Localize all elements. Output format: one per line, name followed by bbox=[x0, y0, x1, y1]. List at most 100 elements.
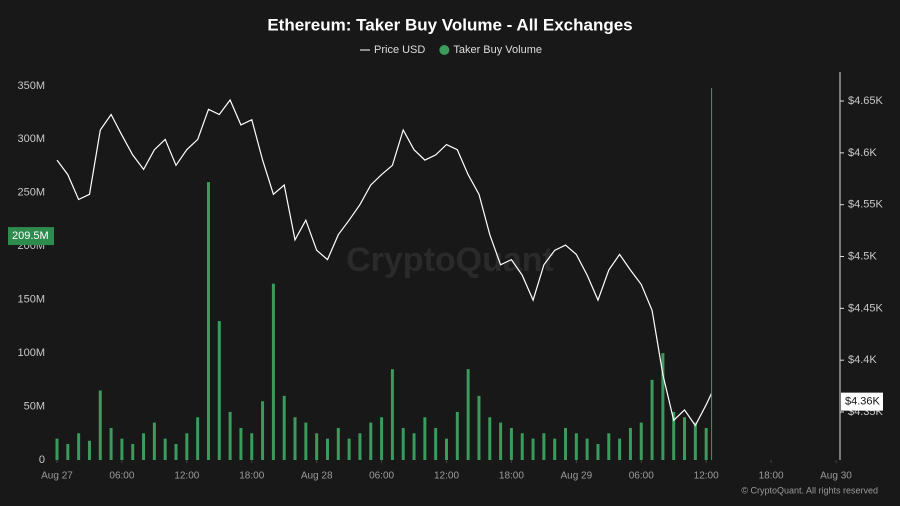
volume-bar bbox=[282, 395, 286, 460]
y-tick-label: 300M bbox=[17, 133, 45, 145]
y-tick-label: 100M bbox=[17, 347, 45, 359]
volume-bar bbox=[596, 443, 600, 460]
x-tick-label: 18:00 bbox=[499, 471, 524, 482]
volume-bar bbox=[704, 427, 708, 460]
x-tick-label: 06:00 bbox=[369, 471, 394, 482]
volume-bar bbox=[672, 411, 676, 460]
volume-bar bbox=[390, 369, 394, 460]
volume-bar bbox=[109, 427, 113, 460]
y2-tick-label: $4.4K bbox=[848, 354, 877, 366]
volume-bar bbox=[217, 321, 221, 460]
volume-bar bbox=[120, 438, 124, 460]
x-tick-label: 18:00 bbox=[239, 471, 264, 482]
y-tick-label: 250M bbox=[17, 187, 45, 199]
footer: © CryptoQuant. All rights reserved bbox=[741, 485, 878, 495]
volume-bar bbox=[185, 433, 189, 460]
volume-bar bbox=[55, 438, 59, 460]
volume-bar bbox=[271, 283, 275, 460]
legend-label: Price USD bbox=[374, 44, 425, 56]
y-tick-label: 50M bbox=[24, 400, 45, 412]
volume-bar bbox=[445, 438, 448, 460]
volume-bar bbox=[98, 390, 102, 460]
volume-bar bbox=[380, 417, 384, 460]
volume-bar bbox=[66, 443, 70, 460]
x-tick-label: 06:00 bbox=[629, 471, 654, 482]
volume-bar bbox=[585, 438, 589, 460]
volume-bar bbox=[142, 433, 146, 460]
price-marker-label: $4.36K bbox=[845, 396, 881, 408]
volume-bar bbox=[325, 438, 329, 460]
x-tick-label: Aug 30 bbox=[820, 471, 852, 482]
volume-bar bbox=[239, 427, 243, 460]
price-line bbox=[56, 98, 713, 427]
volume-bar bbox=[574, 433, 578, 460]
volume-bar bbox=[553, 438, 557, 460]
price-marker-tag bbox=[841, 392, 883, 411]
legend-label: Taker Buy Volume bbox=[453, 44, 542, 56]
volume-bar bbox=[77, 433, 81, 460]
volume-marker-tag bbox=[8, 227, 54, 246]
volume-bar bbox=[683, 417, 687, 460]
volume-bar bbox=[564, 427, 568, 460]
volume-bar bbox=[412, 433, 416, 460]
volume-bar bbox=[531, 438, 535, 460]
y-tick-label: 0 bbox=[39, 454, 45, 466]
volume-bar bbox=[347, 438, 351, 460]
y2-tick-label: $4.6K bbox=[848, 147, 877, 159]
volume-bar bbox=[466, 369, 470, 460]
volume-bar bbox=[639, 422, 643, 460]
x-tick-label: Aug 29 bbox=[560, 471, 592, 482]
volume-bar bbox=[358, 433, 362, 460]
volume-bar bbox=[607, 433, 611, 460]
volume-marker-label: 209.5M bbox=[12, 230, 49, 242]
x-tick-label: 12:00 bbox=[694, 471, 719, 482]
volume-bar bbox=[293, 417, 297, 460]
volume-bar bbox=[499, 422, 503, 460]
volume-bar bbox=[250, 433, 254, 460]
x-tick-label: 12:00 bbox=[174, 471, 199, 482]
y2-tick-label: $4.55K bbox=[848, 199, 884, 211]
volume-bar bbox=[423, 417, 427, 460]
volume-bar bbox=[196, 417, 200, 460]
y-tick-label: 350M bbox=[17, 80, 45, 92]
x-tick-label: 12:00 bbox=[434, 471, 459, 482]
x-tick-label: Aug 28 bbox=[301, 471, 333, 482]
chart-title: Ethereum: Taker Buy Volume - All Exchang… bbox=[267, 15, 632, 34]
y-tick-label: 150M bbox=[17, 294, 45, 306]
volume-bar bbox=[650, 379, 654, 460]
x-tick-label: Aug 27 bbox=[41, 471, 73, 482]
x-tick-label: 06:00 bbox=[109, 471, 134, 482]
volume-bar bbox=[520, 433, 524, 460]
volume-bar bbox=[228, 411, 232, 460]
y2-tick-label: $4.5K bbox=[848, 250, 877, 262]
x-tick-label: 18:00 bbox=[759, 471, 784, 482]
y2-tick-label: $4.45K bbox=[848, 302, 884, 314]
volume-bar bbox=[477, 395, 481, 460]
volume-bar bbox=[174, 443, 178, 460]
watermark: CryptoQuant bbox=[346, 241, 554, 279]
volume-bar bbox=[693, 422, 697, 460]
volume-bar bbox=[509, 427, 513, 460]
volume-bar bbox=[87, 440, 91, 460]
volume-bar bbox=[661, 353, 665, 460]
legend-symbol bbox=[439, 45, 450, 55]
y2-tick-label: $4.65K bbox=[848, 95, 884, 107]
volume-bar bbox=[542, 433, 546, 460]
volume-bar bbox=[455, 411, 459, 460]
volume-bar bbox=[163, 438, 167, 460]
volume-bar bbox=[369, 422, 373, 460]
volume-bar bbox=[336, 427, 340, 460]
volume-bar bbox=[304, 422, 308, 460]
volume-bar bbox=[488, 417, 492, 460]
volume-bar bbox=[434, 427, 438, 460]
volume-bar bbox=[261, 401, 265, 460]
volume-bar bbox=[401, 427, 405, 460]
volume-bar bbox=[152, 422, 156, 460]
volume-bar bbox=[206, 182, 210, 460]
volume-bar bbox=[628, 427, 632, 460]
volume-bar bbox=[315, 433, 319, 460]
volume-bar bbox=[618, 438, 622, 460]
